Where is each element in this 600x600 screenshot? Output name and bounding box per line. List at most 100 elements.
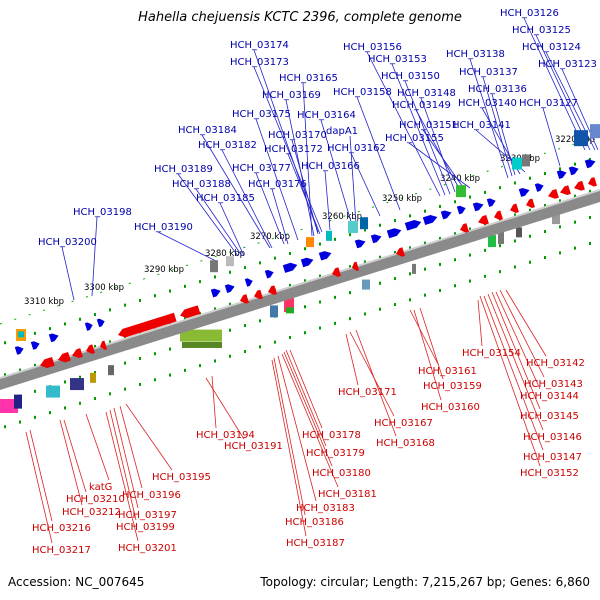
reverse-gene [396, 247, 405, 257]
reverse-gene [180, 305, 201, 319]
gene-label: HCH_03140 [458, 98, 517, 109]
forward-gene [518, 188, 530, 197]
gene-label: HCH_03126 [500, 8, 559, 19]
reverse-gene [254, 289, 263, 300]
tick-dot [409, 246, 411, 250]
gene-label: HCH_03167 [374, 418, 433, 429]
forward-gene [354, 239, 366, 249]
gene-label: HCH_03198 [73, 207, 132, 218]
feature-box [182, 341, 222, 348]
leader-line [499, 289, 545, 378]
feature-box [552, 214, 560, 225]
leader-line [495, 291, 541, 390]
backbone [0, 189, 600, 390]
tick-dot [394, 303, 396, 307]
kbp-label: 3310 kbp [24, 297, 64, 307]
tick-dot [469, 253, 471, 257]
leader-line [59, 419, 83, 506]
tick-dot [169, 289, 171, 293]
tick-dot [424, 209, 426, 213]
feature-box [210, 260, 218, 273]
tick-dot [589, 241, 591, 245]
feature-box [488, 235, 496, 248]
tick-dot [94, 313, 96, 317]
gene-label: HCH_03178 [302, 430, 361, 441]
gene-label: HCH_03158 [333, 87, 392, 98]
forward-gene [244, 278, 253, 287]
tick-dot [514, 213, 516, 217]
tick-dot [244, 324, 246, 328]
gene-label: HCH_03194 [196, 430, 255, 441]
tick-dot [109, 340, 111, 344]
forward-gene [534, 183, 544, 192]
feature-box [362, 279, 370, 290]
tick-dot [574, 162, 576, 166]
tick-dot [589, 157, 591, 161]
leader-line [281, 353, 339, 488]
tick-dot [484, 190, 486, 194]
gene-label: HCH_03149 [392, 100, 451, 111]
tick-dot [499, 270, 501, 274]
feature-box [18, 331, 24, 338]
tick-dot [349, 233, 351, 237]
tick-dot [544, 204, 546, 208]
leader-line [195, 188, 243, 257]
genome-title: Hahella chejuensis KCTC 2396, complete g… [138, 10, 462, 25]
leader-line [349, 135, 357, 225]
feature-box [284, 298, 294, 313]
gene-label: HCH_03166 [301, 161, 360, 172]
tick-dot [394, 219, 396, 223]
gene-label: HCH_03191 [224, 441, 283, 452]
backbone-highlight [0, 189, 600, 379]
tick-dot [514, 239, 516, 243]
leader-line [469, 58, 509, 179]
gene-label: HCH_03180 [312, 468, 371, 479]
tick-dot [319, 300, 321, 304]
gene-label: HCH_03217 [32, 545, 91, 556]
gene-label: HCH_03136 [468, 84, 527, 95]
forward-gene [48, 333, 59, 343]
tick-dot [394, 277, 396, 281]
leader-line [221, 149, 273, 249]
gene-label: HCH_03160 [421, 402, 480, 413]
gene-label: HCH_03156 [343, 42, 402, 53]
forward-gene [486, 198, 496, 207]
tick-dot [379, 223, 381, 227]
tick-dot [139, 356, 141, 360]
tick-dot [79, 375, 81, 379]
gene-label: HCH_03137 [459, 67, 518, 78]
tick-dot [109, 392, 111, 396]
reverse-gene [58, 351, 71, 363]
tick-dot [184, 284, 186, 288]
reverse-gene [510, 203, 519, 214]
tick-dot [289, 283, 291, 287]
tick-dot [79, 317, 81, 321]
gene-label: HCH_03216 [32, 523, 91, 534]
gene-label: HCH_03153 [368, 54, 427, 65]
forward-gene [472, 202, 484, 212]
gene-label: HCH_03155 [385, 133, 444, 144]
leader-line [487, 293, 544, 431]
gene-label: HCH_03195 [152, 472, 211, 483]
tick-dot [154, 378, 156, 382]
gene-label: HCH_03168 [376, 438, 435, 449]
leader-line [211, 375, 217, 429]
forward-strand-genes[interactable] [14, 158, 597, 355]
gene-label: HCH_03200 [38, 237, 97, 248]
tick-dot [334, 237, 336, 241]
tick-dot [259, 261, 261, 265]
forward-gene [300, 257, 314, 268]
gene-label: HCH_03154 [462, 348, 521, 359]
reverse-strand-genes[interactable] [39, 177, 597, 370]
tick-dot [259, 345, 261, 349]
tick-dot [274, 340, 276, 344]
leader-line [482, 76, 513, 177]
leader-line [271, 188, 289, 245]
tick-dot [574, 220, 576, 224]
leader-line [356, 96, 401, 211]
gene-label: HCH_03127 [519, 98, 578, 109]
tick-dot [424, 293, 426, 297]
reverse-gene [574, 180, 585, 191]
tick-dot [409, 272, 411, 276]
reverse-gene [494, 210, 503, 221]
